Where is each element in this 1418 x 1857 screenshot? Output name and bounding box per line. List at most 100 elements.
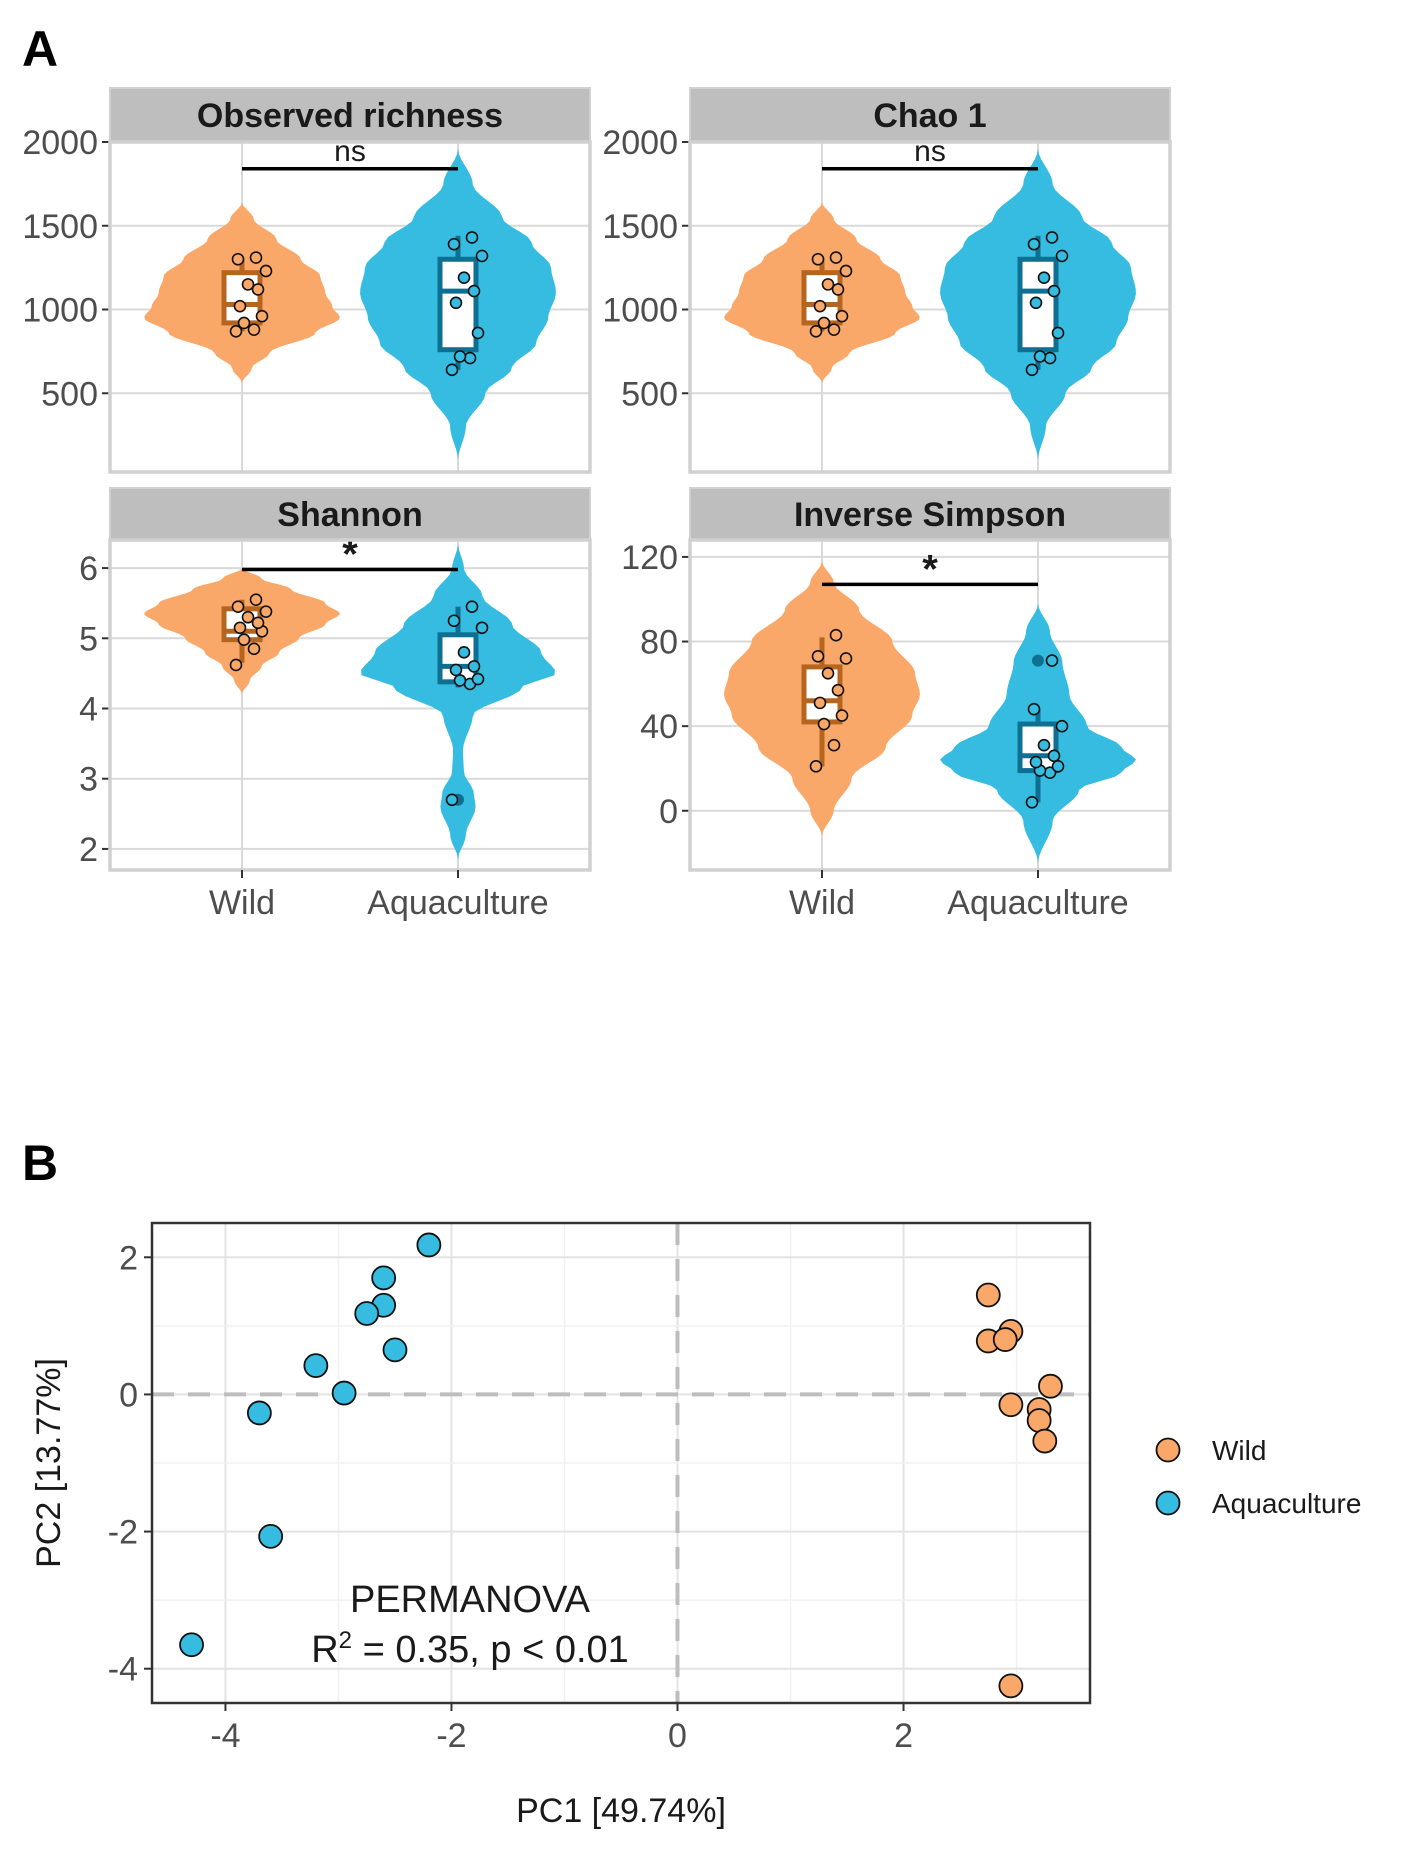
facet-strip — [689, 487, 1171, 541]
data-point-wild — [251, 283, 265, 296]
data-point-wild — [817, 717, 831, 731]
data-point-aquaculture — [1047, 284, 1061, 298]
scatter-point-aquaculture — [416, 1232, 442, 1258]
y-tick-label: 1500 — [602, 208, 678, 246]
facet-strip — [109, 487, 591, 541]
legend-key-aquaculture — [1155, 1490, 1181, 1516]
data-point-wild — [231, 600, 245, 614]
data-point-wild — [811, 650, 825, 663]
violin-panel-shannon: Shannon 2 3 4 5 6 * Wild Aquaculture — [79, 487, 592, 922]
data-point-aquaculture — [449, 296, 463, 310]
data-point-aquaculture — [445, 793, 459, 807]
data-point-aquaculture — [465, 231, 479, 244]
data-point-aquaculture — [445, 363, 459, 377]
data-point-aquaculture — [1027, 237, 1041, 251]
y-axis-title: PC2 [13.77%] — [30, 1358, 68, 1568]
data-point-aquaculture — [1043, 351, 1057, 365]
facet-title: Chao 1 — [873, 97, 986, 135]
y-tick-label: 500 — [41, 375, 98, 413]
x-tick-label: Aquaculture — [947, 884, 1128, 922]
data-point-aquaculture — [447, 237, 461, 251]
data-point-aquaculture — [1045, 654, 1059, 667]
data-point-wild — [259, 264, 273, 278]
y-tick-label: 40 — [640, 708, 678, 746]
data-point-aquaculture — [453, 674, 467, 687]
violin-panel-chao-1: Chao 1 500 1000 1500 2000 ns — [602, 87, 1172, 474]
y-tick-label: 2000 — [22, 124, 98, 162]
panel-border — [108, 140, 592, 474]
data-point-aquaculture — [471, 672, 485, 686]
y-tick-label: -4 — [108, 1651, 138, 1689]
data-point-aquaculture — [1027, 702, 1041, 716]
panel-b-label: B — [22, 1135, 58, 1191]
legend-label-aquaculture: Aquaculture — [1212, 1488, 1361, 1519]
data-point-wild — [233, 299, 247, 313]
data-point-aquaculture — [1025, 796, 1039, 809]
permanova-r: R — [311, 1629, 338, 1671]
y-tick-label: 2000 — [602, 124, 678, 162]
data-point-wild — [835, 709, 849, 722]
outlier-aquaculture — [1032, 654, 1044, 667]
data-point-wild — [251, 616, 265, 630]
x-tick-label: Aquaculture — [367, 884, 548, 922]
data-point-aquaculture — [1033, 350, 1047, 363]
data-point-wild — [249, 593, 263, 606]
y-tick-label: 1000 — [22, 292, 98, 330]
y-tick-label: 80 — [640, 624, 678, 662]
box-wild — [801, 270, 843, 326]
data-point-aquaculture — [465, 600, 479, 614]
permanova-title: PERMANOVA — [350, 1579, 591, 1621]
y-tick-label: 0 — [119, 1376, 138, 1414]
y-tick-label: 2 — [119, 1239, 138, 1277]
significance-label: ns — [334, 135, 366, 168]
y-tick-label: 1500 — [22, 208, 98, 246]
panel-border — [688, 140, 1172, 474]
x-tick-label: -2 — [436, 1717, 466, 1755]
data-point-wild — [809, 324, 823, 338]
plot-frame — [150, 1221, 1092, 1705]
data-point-wild — [829, 628, 843, 642]
data-point-wild — [817, 316, 831, 330]
data-point-aquaculture — [463, 351, 477, 365]
x-tick-label: 2 — [894, 1717, 913, 1755]
data-point-aquaculture — [447, 614, 461, 628]
data-point-aquaculture — [1045, 231, 1059, 244]
legend-key-wild — [1155, 1437, 1181, 1463]
data-point-aquaculture — [1025, 363, 1039, 377]
data-point-wild — [839, 264, 853, 278]
data-point-wild — [241, 610, 255, 624]
permanova-values: = 0.35, p < 0.01 — [352, 1629, 629, 1671]
facet-strip — [689, 87, 1171, 143]
data-point-wild — [249, 251, 263, 264]
scatter-point-wild — [1032, 1428, 1058, 1454]
scatter-point-wild — [998, 1673, 1024, 1699]
data-point-aquaculture — [467, 284, 481, 298]
y-tick-label: 1000 — [602, 292, 678, 330]
data-point-wild — [839, 652, 853, 665]
data-point-aquaculture — [471, 326, 485, 340]
data-point-wild — [259, 605, 273, 618]
data-point-wild — [255, 309, 269, 323]
panel-a-label: A — [22, 21, 58, 77]
y-tick-label: 3 — [79, 761, 98, 799]
facet-strip — [109, 87, 591, 143]
scatter-point-aquaculture — [179, 1632, 204, 1658]
data-point-aquaculture — [457, 646, 471, 659]
data-point-wild — [247, 323, 261, 336]
scatter-point-aquaculture — [246, 1400, 272, 1426]
data-point-aquaculture — [467, 660, 481, 673]
x-axis-title: PC1 [49.74%] — [516, 1792, 726, 1830]
data-point-wild — [809, 760, 823, 773]
significance-label: ns — [914, 135, 946, 168]
data-point-aquaculture — [1029, 755, 1043, 769]
panel-border — [688, 538, 1172, 872]
data-point-aquaculture — [1047, 749, 1061, 763]
scatter-point-wild — [1038, 1373, 1063, 1399]
data-point-aquaculture — [1037, 738, 1051, 752]
data-point-aquaculture — [1055, 719, 1069, 733]
permanova-r-superscript: 2 — [339, 1627, 352, 1654]
scatter-point-aquaculture — [371, 1265, 397, 1291]
panel-border — [108, 538, 592, 872]
